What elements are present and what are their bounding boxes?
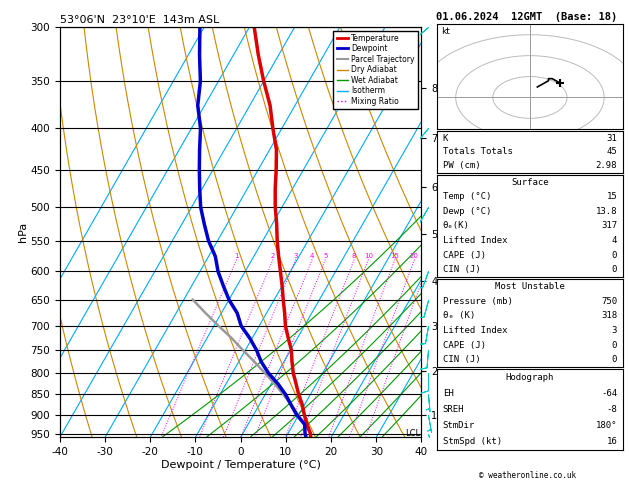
Text: StmDir: StmDir	[443, 421, 475, 430]
Text: 750: 750	[601, 297, 617, 306]
Text: PW (cm): PW (cm)	[443, 161, 481, 170]
Y-axis label: hPa: hPa	[18, 222, 28, 242]
Text: CIN (J): CIN (J)	[443, 355, 481, 364]
Text: Hodograph: Hodograph	[506, 373, 554, 382]
X-axis label: Dewpoint / Temperature (°C): Dewpoint / Temperature (°C)	[160, 460, 321, 470]
Text: 5: 5	[323, 254, 328, 260]
Text: CAPE (J): CAPE (J)	[443, 341, 486, 349]
Text: 0: 0	[612, 341, 617, 349]
Text: SREH: SREH	[443, 405, 464, 414]
Text: 15: 15	[606, 192, 617, 201]
Text: 2.98: 2.98	[596, 161, 617, 170]
Text: 15: 15	[391, 254, 399, 260]
Text: 317: 317	[601, 222, 617, 230]
Text: K: K	[443, 134, 448, 142]
Text: 53°06'N  23°10'E  143m ASL: 53°06'N 23°10'E 143m ASL	[60, 15, 219, 25]
Text: 1: 1	[234, 254, 239, 260]
Text: 0: 0	[612, 251, 617, 260]
Text: 2: 2	[270, 254, 275, 260]
Text: 13.8: 13.8	[596, 207, 617, 216]
Text: 10: 10	[364, 254, 373, 260]
Text: LCL: LCL	[406, 430, 421, 438]
Text: kt: kt	[441, 27, 450, 36]
Text: © weatheronline.co.uk: © weatheronline.co.uk	[479, 471, 576, 480]
Text: 16: 16	[606, 437, 617, 446]
Legend: Temperature, Dewpoint, Parcel Trajectory, Dry Adiabat, Wet Adiabat, Isotherm, Mi: Temperature, Dewpoint, Parcel Trajectory…	[333, 31, 418, 109]
Text: -64: -64	[601, 389, 617, 398]
Text: 0: 0	[612, 265, 617, 274]
Text: Dewp (°C): Dewp (°C)	[443, 207, 491, 216]
Text: EH: EH	[443, 389, 454, 398]
Text: Totals Totals: Totals Totals	[443, 147, 513, 156]
Text: 4: 4	[310, 254, 314, 260]
Text: Lifted Index: Lifted Index	[443, 236, 507, 245]
Text: Temp (°C): Temp (°C)	[443, 192, 491, 201]
Text: StmSpd (kt): StmSpd (kt)	[443, 437, 502, 446]
Text: 3: 3	[293, 254, 298, 260]
Text: 180°: 180°	[596, 421, 617, 430]
Text: CAPE (J): CAPE (J)	[443, 251, 486, 260]
Text: -8: -8	[606, 405, 617, 414]
Text: 31: 31	[606, 134, 617, 142]
Text: 3: 3	[612, 326, 617, 335]
Text: CIN (J): CIN (J)	[443, 265, 481, 274]
Text: 4: 4	[612, 236, 617, 245]
Text: 01.06.2024  12GMT  (Base: 18): 01.06.2024 12GMT (Base: 18)	[437, 12, 618, 22]
Text: 45: 45	[606, 147, 617, 156]
Text: 318: 318	[601, 312, 617, 320]
Text: 0: 0	[612, 355, 617, 364]
Text: Pressure (mb): Pressure (mb)	[443, 297, 513, 306]
Text: 8: 8	[352, 254, 357, 260]
Text: θₑ(K): θₑ(K)	[443, 222, 470, 230]
Text: Surface: Surface	[511, 178, 548, 187]
Text: Most Unstable: Most Unstable	[495, 282, 565, 291]
Text: θₑ (K): θₑ (K)	[443, 312, 475, 320]
Text: 20: 20	[410, 254, 419, 260]
Text: Lifted Index: Lifted Index	[443, 326, 507, 335]
Y-axis label: km
ASL: km ASL	[454, 232, 472, 254]
